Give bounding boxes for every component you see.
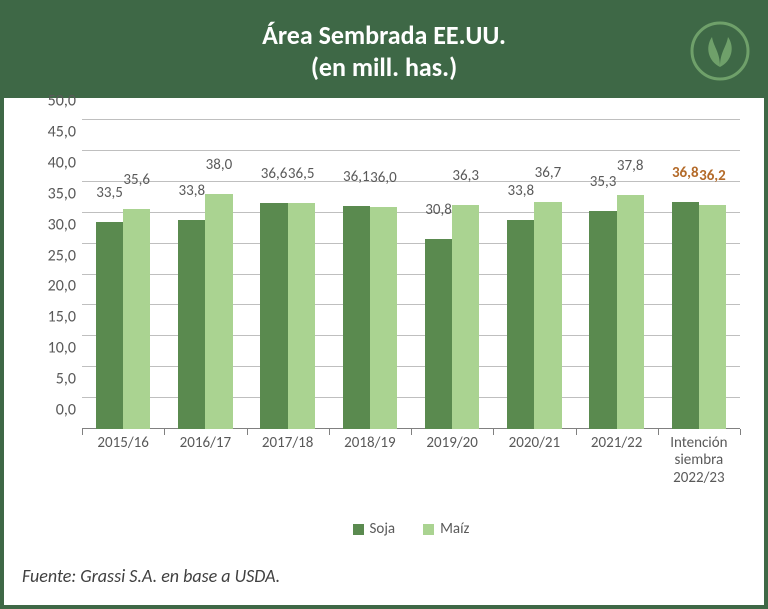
chart-title-line2: (en mill. has.) [262, 51, 506, 84]
grid-line [82, 150, 740, 151]
legend-item-soja: Soja [353, 520, 396, 538]
bar-maiz [534, 202, 561, 429]
chart-frame: Área Sembrada EE.UU. (en mill. has.) 0,0… [0, 0, 768, 609]
x-category-label: 2016/17 [164, 429, 246, 452]
bar-label-maiz: 37,8 [617, 157, 644, 175]
legend-label-soja: Soja [370, 520, 396, 538]
bar-maiz [452, 205, 479, 429]
y-tick-label: 10,0 [28, 339, 76, 358]
legend-swatch-maiz [423, 524, 434, 535]
y-tick-label: 15,0 [28, 308, 76, 327]
grid-line [82, 119, 740, 120]
bar-label-soja: 36,1 [343, 168, 370, 186]
x-category-label: 2020/21 [493, 429, 575, 452]
bar-label-soja: 33,8 [508, 182, 535, 200]
bar-maiz [288, 203, 315, 429]
x-category-label: 2018/19 [329, 429, 411, 452]
y-tick-label: 25,0 [28, 246, 76, 265]
plot-area: 0,05,010,015,020,025,030,035,040,045,050… [82, 120, 740, 429]
bar-soja [672, 202, 699, 429]
x-category-label: 2017/18 [247, 429, 329, 452]
bar-maiz [370, 207, 397, 429]
bar-label-maiz: 36,0 [370, 169, 397, 187]
y-tick-label: 50,0 [28, 92, 76, 111]
bar-soja [425, 239, 452, 429]
bar-label-maiz: 36,2 [699, 167, 726, 185]
bar-maiz [123, 209, 150, 429]
bar-maiz [205, 194, 232, 429]
brand-leaf-icon [690, 21, 750, 81]
bar-soja [178, 220, 205, 429]
bar-maiz [699, 205, 726, 429]
y-tick-label: 30,0 [28, 215, 76, 234]
legend-label-maiz: Maíz [440, 520, 469, 538]
bar-soja [260, 203, 287, 429]
chart-header: Área Sembrada EE.UU. (en mill. has.) [4, 4, 764, 98]
y-tick-label: 45,0 [28, 122, 76, 141]
bar-soja [343, 206, 370, 429]
x-tick [740, 429, 741, 435]
y-tick-label: 40,0 [28, 153, 76, 172]
bar-label-soja: 36,8 [672, 164, 699, 182]
bar-label-soja: 33,5 [96, 184, 123, 202]
bar-soja [589, 211, 616, 429]
bar-label-soja: 35,3 [590, 173, 617, 191]
x-category-label: 2021/22 [576, 429, 658, 452]
bar-soja [96, 222, 123, 429]
x-category-label: Intención siembra 2022/23 [658, 429, 740, 487]
bar-label-maiz: 35,6 [123, 171, 150, 189]
chart-box: 0,05,010,015,020,025,030,035,040,045,050… [24, 112, 744, 539]
bar-label-maiz: 36,5 [288, 165, 315, 183]
bar-label-maiz: 38,0 [206, 156, 233, 174]
bar-label-soja: 30,8 [425, 201, 452, 219]
bar-soja [507, 220, 534, 429]
y-tick-label: 35,0 [28, 184, 76, 203]
chart-title-block: Área Sembrada EE.UU. (en mill. has.) [262, 19, 506, 84]
chart-title-line1: Área Sembrada EE.UU. [262, 19, 506, 52]
bar-label-soja: 33,8 [179, 182, 206, 200]
bar-label-maiz: 36,7 [535, 164, 562, 182]
y-tick-label: 5,0 [28, 370, 76, 389]
legend-item-maiz: Maíz [423, 520, 469, 538]
source-text: Fuente: Grassi S.A. en base a USDA. [22, 565, 280, 587]
bar-maiz [617, 195, 644, 429]
legend-swatch-soja [353, 524, 364, 535]
bar-label-maiz: 36,3 [452, 167, 479, 185]
x-category-label: 2015/16 [82, 429, 164, 452]
bar-label-soja: 36,6 [261, 165, 288, 183]
legend: Soja Maíz [82, 519, 740, 539]
y-tick-label: 20,0 [28, 277, 76, 296]
y-tick-label: 0,0 [28, 401, 76, 420]
x-category-label: 2019/20 [411, 429, 493, 452]
